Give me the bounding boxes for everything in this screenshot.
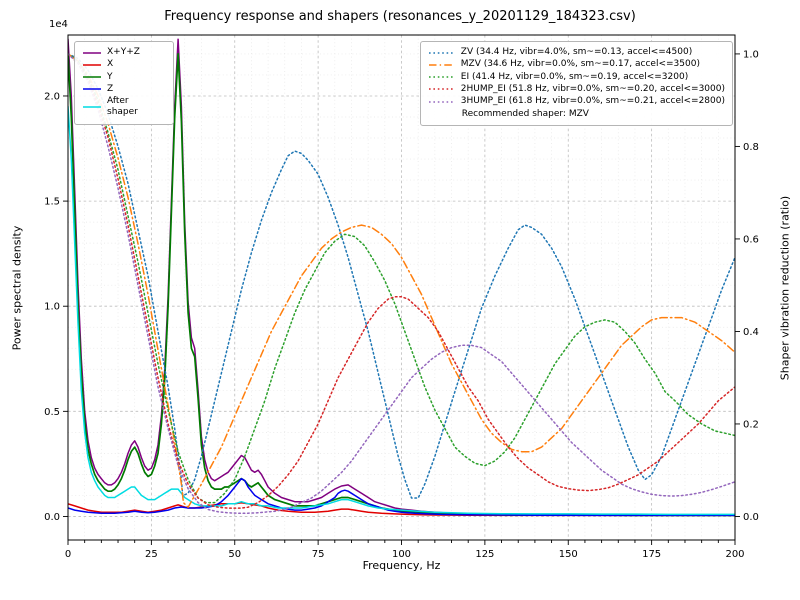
legend-line-sample-MZV	[428, 64, 455, 66]
legend-label: X	[107, 59, 114, 70]
series-EI	[68, 53, 735, 504]
legend-item-3HUMP_EI: 3HUMP_EI (61.8 Hz, vibr=0.0%, sm~=0.21, …	[428, 96, 725, 107]
axis-ticks: 0 25 50 75 100 125 150 175 200 0.0 0.5 1.0 1.5 2.0 0.0…	[44, 49, 759, 560]
legend-line-sample-Z	[83, 88, 101, 91]
legend-item-X+Y+Z: X+Y+Z	[82, 47, 166, 58]
legend-item-Y: Y	[82, 72, 166, 83]
y-axis-label-right: Shaper vibration reduction (ratio)	[778, 195, 792, 381]
legend-item-EI: EI (41.4 Hz, vibr=0.0%, sm~=0.19, accel<…	[428, 72, 725, 83]
legend-line-sample-X+Y+Z	[83, 51, 101, 54]
legend-label: After shaper	[107, 96, 138, 118]
y-axis-offset-label: 1e4	[49, 19, 68, 30]
y-right-tick-label: 0.6	[743, 234, 759, 245]
legend-line-sample-ZV	[428, 51, 455, 54]
series-MZV	[68, 53, 735, 508]
legend-line-sample-3HUMP_EI	[428, 100, 455, 103]
legend-label: X+Y+Z	[107, 47, 140, 57]
x-tick-label: 75	[312, 549, 325, 560]
y-right-tick-label: 0.4	[743, 327, 759, 338]
x-tick-label: 25	[145, 549, 158, 560]
shaper-legend: ZV (34.4 Hz, vibr=4.0%, sm~=0.13, accel<…	[419, 41, 733, 126]
legend-label: Y	[107, 71, 113, 82]
x-tick-label: 125	[475, 549, 494, 560]
x-tick-label: 50	[228, 549, 241, 560]
legend-line-sample-X	[83, 64, 101, 66]
legend-label: Z	[107, 83, 114, 94]
x-tick-label: 175	[642, 549, 661, 560]
recommended-shaper-note: Recommended shaper: MZV	[461, 109, 589, 120]
legend-item-ZV: ZV (34.4 Hz, vibr=4.0%, sm~=0.13, accel<…	[428, 47, 725, 58]
legend-item-Z: Z	[82, 84, 166, 95]
legend-line-sample-After-shaper	[83, 106, 101, 109]
series-X+Y+Z	[68, 38, 735, 516]
legend-item-After-shaper: After shaper	[82, 96, 166, 119]
y-left-tick-label: 0.5	[44, 407, 60, 418]
x-tick-label: 100	[392, 549, 411, 560]
legend-item-MZV: MZV (34.6 Hz, vibr=0.0%, sm~=0.17, accel…	[428, 59, 725, 70]
legend-line-sample-2HUMP_EI	[428, 88, 455, 91]
legend-item-X: X	[82, 59, 166, 70]
series-2HUMP_EI	[68, 53, 735, 509]
legend-line-sample-EI	[428, 76, 455, 78]
series-3HUMP_EI	[68, 53, 735, 514]
y-left-tick-label: 0.0	[44, 512, 60, 523]
y-left-tick-label: 1.0	[44, 302, 60, 313]
y-right-tick-label: 0.0	[743, 512, 759, 523]
y-left-tick-label: 1.5	[44, 197, 60, 208]
legend-label: EI (41.4 Hz, vibr=0.0%, sm~=0.19, accel<…	[460, 71, 689, 82]
y-left-tick-label: 2.0	[44, 91, 60, 102]
legend-label: MZV (34.6 Hz, vibr=0.0%, sm~=0.17, accel…	[460, 59, 700, 70]
legend-item-2HUMP_EI: 2HUMP_EI (51.8 Hz, vibr=0.0%, sm~=0.20, …	[428, 84, 725, 95]
x-axis-label: Frequency, Hz	[362, 559, 441, 572]
series-group	[68, 38, 735, 517]
x-tick-label: 0	[65, 549, 71, 560]
legend-label: 3HUMP_EI (61.8 Hz, vibr=0.0%, sm~=0.21, …	[460, 96, 725, 106]
legend-label: ZV (34.4 Hz, vibr=4.0%, sm~=0.13, accel<…	[460, 47, 693, 57]
y-axis-label-left: Power spectral density	[10, 225, 24, 351]
chart-title: Frequency response and shapers (resonanc…	[164, 9, 636, 24]
y-right-tick-label: 1.0	[743, 49, 759, 60]
legend-line-sample-Y	[83, 76, 101, 78]
psd-legend: X+Y+Z X Y Z After shaper	[74, 41, 174, 125]
y-right-tick-label: 0.2	[743, 419, 759, 430]
y-right-tick-label: 0.8	[743, 142, 759, 153]
x-tick-label: 150	[559, 549, 578, 560]
x-tick-label: 200	[725, 549, 744, 560]
legend-label: 2HUMP_EI (51.8 Hz, vibr=0.0%, sm~=0.20, …	[460, 83, 725, 94]
